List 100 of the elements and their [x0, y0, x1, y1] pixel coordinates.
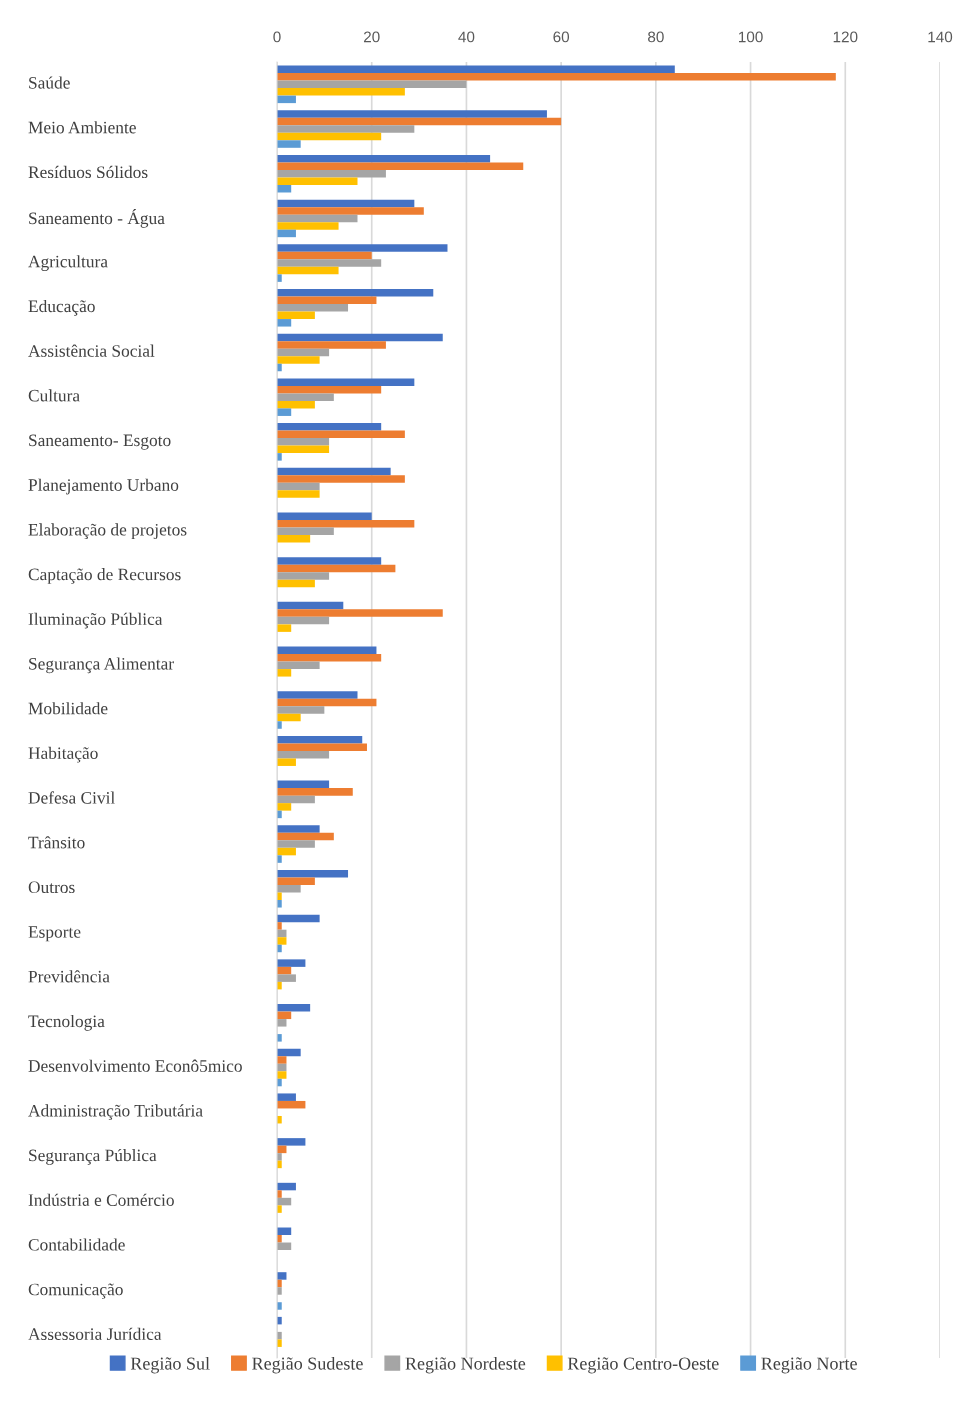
bar [277, 743, 367, 751]
y-tick-label: Assistência Social [28, 344, 155, 357]
bar [277, 1056, 287, 1064]
bar [277, 490, 320, 498]
bar [277, 341, 386, 349]
bar [277, 557, 382, 565]
bar [277, 654, 382, 662]
x-tick-label: 100 [738, 31, 763, 43]
bar [277, 319, 292, 327]
bar [277, 1272, 287, 1280]
y-tick-label: Planejamento Urbano [28, 478, 179, 495]
y-tick-label: Tecnologia [28, 1014, 105, 1031]
x-tick-label: 120 [833, 31, 858, 43]
bar [277, 885, 301, 893]
y-tick-label: Segurança Alimentar [29, 657, 174, 674]
bar [277, 378, 415, 386]
y-tick-label: Resíduos Sólidos [28, 165, 148, 179]
y-tick-label: Elaboração de projetos [28, 523, 187, 540]
bar [277, 616, 330, 625]
y-tick-label: Agricultura [28, 255, 108, 271]
bar [277, 914, 320, 923]
bar [277, 266, 339, 275]
bar [277, 832, 334, 841]
bar [277, 125, 415, 133]
bar [277, 65, 675, 74]
y-tick-label: Contabilidade [28, 1238, 125, 1251]
bar [277, 356, 320, 364]
bar [277, 579, 315, 588]
y-tick-label: Outros [28, 881, 75, 894]
y-tick-label: Saúde [29, 76, 70, 89]
y-tick-label: Segurança Pública [29, 1148, 157, 1165]
y-tick-label: Saneamento- Esgoto [29, 434, 171, 450]
x-tick-label: 60 [553, 31, 570, 43]
bar [277, 959, 306, 967]
y-tick-label: Administração Tributária [28, 1104, 203, 1121]
bar [277, 698, 377, 707]
bar [277, 333, 443, 342]
bar [277, 475, 405, 483]
y-tick-label: Mobilidade [28, 702, 108, 715]
bar [277, 624, 292, 632]
bar [277, 535, 311, 543]
bar [277, 609, 443, 617]
y-tick-label: Esporte [28, 926, 81, 942]
bar [277, 251, 372, 260]
y-tick-label: Educação [28, 299, 95, 316]
bar [277, 296, 377, 305]
bar [277, 803, 292, 811]
y-tick-label: Habitação [28, 746, 98, 763]
bar [277, 1138, 306, 1146]
bar [277, 1093, 296, 1101]
bar [277, 1048, 301, 1057]
bar [277, 222, 339, 230]
bar [277, 207, 424, 215]
bar [277, 117, 562, 126]
bar [277, 646, 377, 655]
bar [277, 132, 382, 141]
legend-label: Região Norte [761, 1357, 857, 1374]
y-tick-label: Indústria e Comércio [28, 1193, 174, 1206]
bar [277, 795, 315, 804]
bar [277, 199, 415, 208]
bar [277, 1071, 287, 1079]
x-tick-label: 80 [648, 31, 664, 43]
x-tick-label: 20 [363, 31, 380, 43]
bar [277, 88, 405, 96]
bar [277, 788, 353, 796]
bar [277, 140, 301, 148]
x-tick-label: 0 [273, 31, 281, 43]
bar [277, 244, 448, 252]
bar [277, 840, 315, 848]
bar [277, 259, 382, 267]
y-tick-label: Desenvolvimento Econô5mico [28, 1059, 242, 1072]
y-tick-label: Defesa Civil [28, 791, 115, 804]
bar [277, 430, 405, 439]
bar [277, 877, 315, 885]
bar [277, 214, 358, 223]
bar [277, 735, 363, 744]
bar [277, 527, 334, 535]
bar [277, 348, 330, 357]
bar [277, 154, 491, 163]
bar [277, 73, 836, 81]
y-tick-label: Assessoria Jurídica [28, 1327, 162, 1340]
bar [277, 423, 382, 431]
legend-label: Região Nordeste [405, 1356, 526, 1374]
y-tick-label: Saneamento - Água [29, 209, 165, 228]
bar [277, 750, 330, 759]
bar [277, 572, 330, 580]
bar [277, 80, 467, 89]
bar [277, 869, 349, 878]
bar [277, 289, 434, 297]
legend-label: Região Sul [130, 1356, 210, 1374]
bar [277, 467, 391, 476]
bar [277, 482, 320, 491]
bar [277, 445, 330, 454]
bar [277, 1019, 287, 1027]
bar [277, 177, 358, 185]
bar [277, 706, 325, 714]
bar [277, 691, 358, 699]
x-tick-label: 40 [458, 31, 475, 43]
bar [277, 937, 287, 945]
bar [277, 169, 386, 178]
